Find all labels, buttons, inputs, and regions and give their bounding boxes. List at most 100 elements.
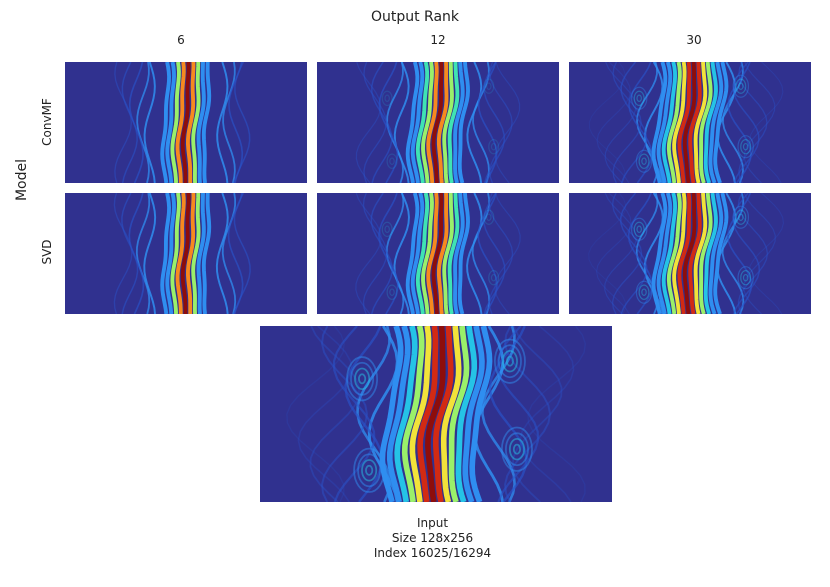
panel-svd-30-outer-streak xyxy=(627,193,653,314)
panel-convmf-30-vortex-ring xyxy=(735,78,747,94)
panel-svd-30-stripe xyxy=(682,193,697,314)
panel-svd-30-outer-streak xyxy=(748,193,784,314)
panel-input-vortex-ring xyxy=(358,373,367,385)
panel-svd-30-vortex-ring xyxy=(738,213,744,221)
panel-svd-30-outer-streak xyxy=(620,193,648,314)
panel-svd-12 xyxy=(317,193,559,314)
panel-svd-6 xyxy=(65,193,307,314)
panel-svd-12-stripe xyxy=(457,193,470,314)
panel-input-vortex-ring xyxy=(365,464,374,476)
panel-svd-12-stripe xyxy=(431,193,444,314)
panel-convmf-12-outer-streak xyxy=(466,62,483,183)
panel-svd-30 xyxy=(569,193,811,314)
panel-svd-12-stripe xyxy=(453,193,465,314)
input-caption-line-1: Input xyxy=(416,516,449,530)
panel-svd-6-stripe xyxy=(170,193,181,314)
panel-svd-30-stripe xyxy=(666,193,682,314)
panel-svd-30-outer-streak xyxy=(595,193,632,314)
panel-convmf-30-vortex-ring xyxy=(737,135,754,159)
panel-svd-12-stripe xyxy=(436,193,449,314)
panel-svd-12-field xyxy=(317,193,559,314)
model-axis-label: Model xyxy=(14,158,30,202)
panel-convmf-12-stripe xyxy=(415,62,430,183)
panel-convmf-6-stripe xyxy=(191,62,201,183)
panel-convmf-12-vortex-ring xyxy=(386,153,398,169)
panel-convmf-12-stripe xyxy=(426,62,439,183)
panel-input-stripe xyxy=(448,326,470,502)
panel-svd-30-stripe xyxy=(656,193,673,314)
panel-svd-30-stripe xyxy=(651,193,668,314)
panel-convmf-6-outer-streak xyxy=(222,62,236,183)
panel-convmf-12-vortex-ring xyxy=(488,139,500,155)
panel-convmf-30-stripe xyxy=(693,62,708,183)
panel-input-outer-streak xyxy=(527,326,587,502)
panel-input-outer-streak xyxy=(309,326,361,502)
panel-svd-12-outer-streak xyxy=(483,193,506,314)
panel-convmf-12-vortex-ring xyxy=(483,78,495,94)
panel-convmf-30-outer-streak xyxy=(596,62,631,183)
panel-svd-30-outer-streak xyxy=(604,193,637,314)
panel-convmf-12-stripe xyxy=(410,62,425,183)
panel-convmf-6 xyxy=(65,62,307,183)
panel-convmf-12-outer-streak xyxy=(355,62,382,183)
panel-convmf-6-outer-streak xyxy=(136,62,150,183)
panel-input-stripe xyxy=(462,326,485,502)
panel-input-stripe xyxy=(417,326,439,502)
panel-svd-30-stripe xyxy=(661,193,678,314)
panel-svd-12-outer-streak xyxy=(355,193,382,314)
panel-convmf-12-outer-streak xyxy=(378,62,399,183)
panel-svd-12-vortex-ring xyxy=(486,213,492,221)
panel-svd-6-outer-streak xyxy=(215,193,229,314)
panel-convmf-30-outer-streak xyxy=(727,62,752,183)
panel-convmf-30-vortex-ring xyxy=(638,153,650,169)
panel-convmf-30-outer-streak xyxy=(722,62,744,183)
panel-input-stripe xyxy=(379,326,404,502)
panel-convmf-6-outer-streak xyxy=(143,62,156,183)
panel-convmf-12-vortex-ring xyxy=(389,157,395,165)
panel-input-stripe xyxy=(433,326,454,502)
panel-input-stripe xyxy=(394,326,418,502)
panel-convmf-6-stripe xyxy=(170,62,181,183)
panel-svd-6-outer-streak xyxy=(121,193,139,314)
panel-input xyxy=(260,326,612,502)
panel-svd-12-stripe xyxy=(426,193,439,314)
panel-svd-6-outer-streak xyxy=(233,193,251,314)
panel-input-stripe xyxy=(409,326,432,502)
column-label-rank-12: 12 xyxy=(430,33,446,47)
panel-input-vortex-ring xyxy=(357,453,382,488)
panel-svd-12-vortex-ring xyxy=(384,225,390,234)
panel-convmf-12-stripe xyxy=(436,62,449,183)
panel-svd-12-outer-streak xyxy=(488,193,514,314)
panel-svd-30-vortex-ring xyxy=(635,280,653,304)
input-caption-line-2: Size 128x256 xyxy=(391,531,474,545)
panel-convmf-30-field xyxy=(569,62,811,183)
input-caption-line-3: Index 16025/16294 xyxy=(373,546,492,560)
panel-convmf-6-outer-streak xyxy=(216,62,229,183)
figure-title: Output Rank xyxy=(370,9,460,25)
panel-convmf-30-vortex-ring xyxy=(738,82,744,90)
panel-convmf-30-stripe xyxy=(703,62,718,183)
panel-convmf-6-field xyxy=(65,62,307,183)
panel-svd-30-outer-streak xyxy=(732,193,761,314)
panel-convmf-12-vortex-ring xyxy=(486,82,492,90)
panel-input-vortex-ring xyxy=(350,361,375,396)
panel-input-vortex-ring xyxy=(508,438,525,461)
panel-svd-30-stripe xyxy=(693,193,708,314)
panel-convmf-12-stripe xyxy=(442,62,454,183)
panel-convmf-30-vortex-ring xyxy=(635,149,653,173)
panel-svd-30-vortex-ring xyxy=(636,225,642,234)
panel-input-stripe xyxy=(469,326,493,502)
panel-convmf-6-outer-streak xyxy=(228,62,244,183)
panel-svd-30-outer-streak xyxy=(588,193,627,314)
panel-svd-12-outer-streak xyxy=(494,193,521,314)
panel-input-vortex-ring xyxy=(505,355,514,367)
panel-svd-12-stripe xyxy=(421,193,434,314)
panel-convmf-30-stripe xyxy=(713,62,729,183)
panel-input-outer-streak xyxy=(320,326,369,502)
panel-convmf-30-vortex-ring xyxy=(636,94,642,103)
panel-convmf-30-vortex-ring xyxy=(641,157,647,165)
panel-svd-12-outer-streak xyxy=(466,193,483,314)
panel-input-outer-streak xyxy=(511,326,563,502)
panel-input-outer-streak xyxy=(519,326,575,502)
panel-convmf-30-outer-streak xyxy=(604,62,637,183)
